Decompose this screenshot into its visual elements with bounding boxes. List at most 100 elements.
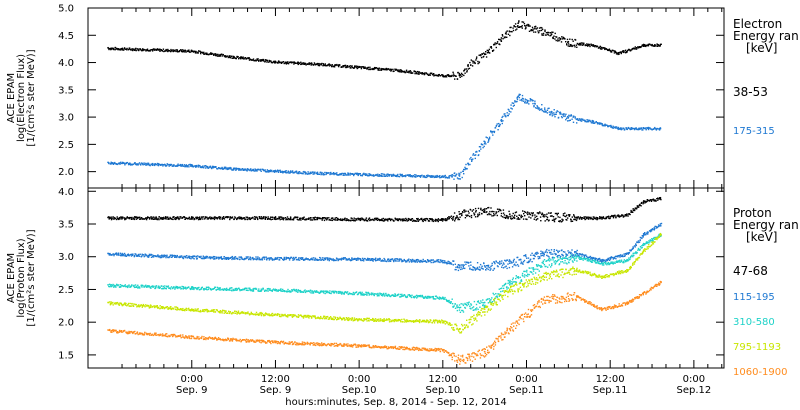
electron-point — [339, 173, 341, 175]
proton-point — [529, 259, 532, 261]
electron-point — [145, 49, 148, 51]
electron-point — [562, 38, 564, 40]
proton-point — [323, 259, 325, 261]
electron-point — [404, 71, 407, 74]
proton-point — [612, 258, 615, 260]
proton-point — [157, 287, 159, 289]
proton-ylabel: log(Proton Flux) — [16, 238, 27, 317]
proton-point — [321, 219, 323, 221]
proton-point — [194, 287, 197, 289]
proton-point — [508, 260, 510, 263]
proton-point — [629, 250, 631, 252]
proton-point — [602, 216, 605, 218]
proton-point — [107, 216, 109, 219]
proton-point — [313, 290, 316, 292]
proton-point — [477, 207, 480, 210]
proton-point — [245, 216, 247, 218]
proton-point — [486, 267, 488, 269]
electron-ytick-label: 2.0 — [58, 167, 74, 178]
proton-point — [594, 258, 596, 260]
electron-point — [148, 49, 150, 52]
proton-point — [609, 217, 611, 220]
electron-point — [495, 46, 497, 49]
electron-point — [162, 164, 164, 166]
proton-point — [523, 210, 526, 213]
electron-point — [553, 35, 555, 37]
proton-point — [322, 217, 325, 219]
electron-point — [387, 174, 390, 176]
proton-point — [394, 258, 396, 260]
proton-point — [564, 212, 566, 214]
proton-point — [361, 257, 364, 260]
proton-point — [602, 217, 605, 219]
proton-point — [551, 215, 553, 217]
electron-point — [152, 164, 154, 166]
electron-point — [138, 49, 140, 52]
proton-point — [426, 218, 428, 220]
electron-point — [420, 72, 422, 74]
electron-point — [462, 170, 464, 173]
proton-point — [204, 218, 206, 220]
electron-point — [310, 172, 312, 174]
electron-point — [525, 25, 527, 27]
proton-point — [581, 218, 583, 220]
proton-point — [378, 259, 381, 261]
electron-point — [551, 113, 554, 115]
proton-point — [262, 216, 265, 218]
electron-point — [444, 174, 446, 177]
proton-point — [559, 216, 561, 219]
electron-point — [188, 166, 190, 168]
electron-point — [419, 176, 422, 178]
proton-point — [509, 215, 511, 217]
electron-point — [410, 71, 412, 73]
electron-point — [447, 74, 450, 76]
electron-point — [336, 63, 338, 66]
proton-point — [335, 257, 338, 259]
electron-point — [399, 71, 401, 73]
proton-point — [311, 292, 314, 294]
proton-point — [113, 254, 115, 257]
electron-point — [387, 173, 389, 175]
electron-point — [136, 163, 138, 165]
proton-point — [441, 218, 444, 221]
proton-point — [485, 208, 488, 210]
proton-point — [384, 218, 386, 221]
proton-point — [168, 256, 171, 258]
electron-point — [572, 121, 575, 123]
electron-point — [265, 59, 267, 61]
proton-point — [304, 291, 307, 293]
proton-point — [363, 219, 366, 222]
proton-point — [357, 259, 359, 261]
proton-point — [255, 216, 257, 218]
electron-point — [289, 172, 291, 174]
electron-point — [626, 49, 629, 52]
proton-point — [512, 217, 514, 220]
electron-point — [644, 127, 646, 130]
electron-point — [293, 63, 295, 65]
proton-point — [386, 219, 388, 221]
proton-point — [642, 235, 644, 237]
electron-point — [229, 166, 231, 169]
electron-point — [460, 74, 462, 76]
electron-point — [132, 48, 135, 50]
electron-point — [212, 165, 214, 168]
proton-point — [627, 253, 629, 255]
electron-point — [408, 175, 410, 177]
proton-point — [156, 255, 158, 257]
proton-point — [349, 293, 351, 295]
electron-point — [346, 174, 348, 176]
electron-point — [552, 36, 554, 39]
electron-point — [374, 66, 376, 69]
electron-point — [630, 49, 632, 52]
electron-point — [244, 57, 246, 59]
proton-point — [232, 257, 234, 259]
proton-point — [316, 217, 318, 219]
electron-point — [538, 109, 541, 111]
proton-point — [176, 254, 178, 257]
proton-point — [339, 258, 341, 260]
electron-point — [380, 173, 383, 175]
proton-point — [214, 217, 217, 219]
electron-point — [559, 112, 562, 114]
proton-point — [321, 217, 323, 220]
proton-point — [237, 258, 239, 260]
